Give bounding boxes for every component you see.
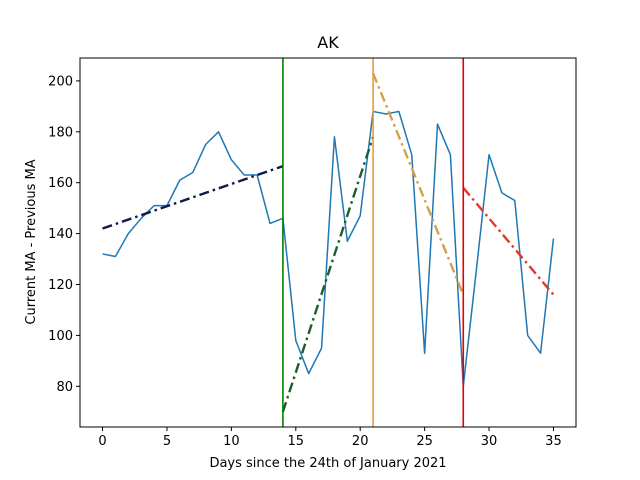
x-axis-ticks: 0 5 10 15 20 25 30 35 (98, 427, 562, 449)
chart-title: AK (317, 33, 339, 52)
vertical-markers (282, 58, 465, 427)
y-axis-ticks: 80 100 120 140 160 180 200 (48, 74, 80, 395)
trend-line-2 (281, 136, 375, 413)
series-line-main (102, 110, 555, 388)
y-tick-label: 80 (56, 380, 73, 395)
plot-area (102, 72, 555, 413)
x-tick-label: 35 (545, 434, 562, 449)
y-tick-label: 100 (48, 329, 73, 344)
y-tick-label: 200 (48, 74, 73, 89)
y-axis-label: Current MA - Previous MA (24, 159, 39, 324)
trend-line-4 (462, 187, 555, 296)
x-tick-label: 10 (223, 434, 240, 449)
y-tick-label: 140 (48, 227, 73, 242)
x-tick-label: 15 (288, 434, 305, 449)
x-axis-label: Days since the 24th of January 2021 (209, 456, 446, 471)
trend-line-3 (371, 72, 465, 296)
y-tick-label: 160 (48, 176, 73, 191)
x-tick-label: 20 (352, 434, 369, 449)
axes-frame (79, 57, 577, 428)
x-tick-label: 25 (416, 434, 433, 449)
x-tick-label: 0 (98, 434, 106, 449)
x-tick-label: 5 (163, 434, 171, 449)
trend-line-1 (102, 165, 284, 230)
y-tick-label: 120 (48, 278, 73, 293)
x-tick-label: 30 (481, 434, 498, 449)
y-tick-label: 180 (48, 125, 73, 140)
